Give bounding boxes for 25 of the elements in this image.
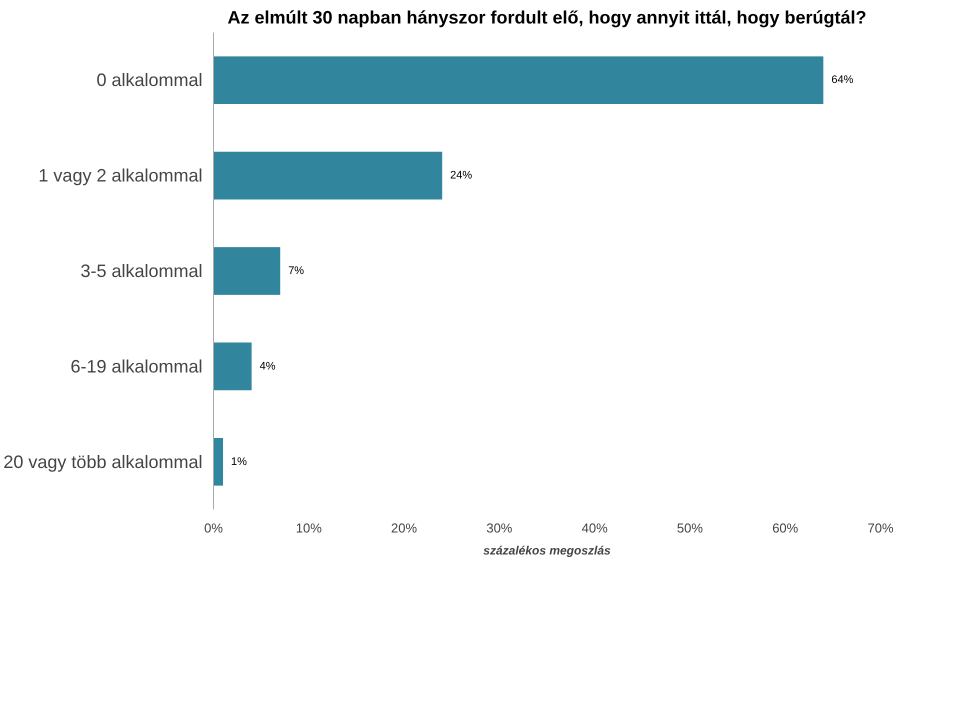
x-tick-label: 60% [772, 520, 799, 536]
x-tick-label: 50% [676, 520, 704, 536]
data-label: 7% [288, 265, 304, 277]
bar [214, 342, 252, 390]
bar [214, 56, 824, 104]
data-label: 24% [450, 170, 472, 182]
x-tick-label: 40% [582, 520, 608, 536]
bar [214, 438, 224, 486]
y-tick-label: 1 vagy 2 alkalommal [38, 166, 203, 186]
y-tick-label: 0 alkalommal [96, 70, 203, 90]
x-tick-label: 10% [296, 520, 322, 536]
data-label: 1% [231, 456, 248, 468]
y-tick-label: 6-19 alkalommal [70, 356, 203, 376]
data-label: 64% [831, 74, 854, 86]
bar [214, 247, 280, 295]
data-label: 4% [260, 360, 276, 372]
bar [214, 152, 442, 200]
y-tick-label: 20 vagy több alkalommal [3, 452, 202, 472]
y-tick-label: 3-5 alkalommal [80, 261, 202, 281]
x-axis-title: százalékos megoszlás [483, 544, 612, 558]
x-tick-label: 70% [867, 520, 894, 536]
chart-title: Az elmúlt 30 napban hányszor fordult elő, hogy annyit ittál, hogy berúgtál? [227, 8, 867, 28]
x-tick-label: 30% [486, 520, 513, 536]
x-tick-label: 0% [204, 520, 224, 536]
x-tick-label: 20% [391, 520, 418, 536]
